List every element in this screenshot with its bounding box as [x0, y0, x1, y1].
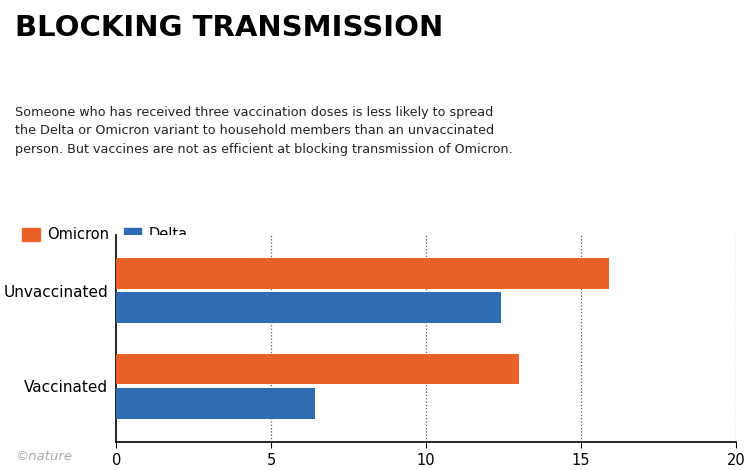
Bar [116, 354, 519, 384]
Text: Someone who has received three vaccination doses is less likely to spread
the De: Someone who has received three vaccinati… [15, 106, 513, 156]
Bar [116, 258, 609, 289]
Legend: Omicron, Delta: Omicron, Delta [23, 227, 188, 242]
Bar [116, 292, 501, 323]
Text: ©nature: ©nature [15, 450, 72, 463]
Bar [116, 388, 315, 419]
Text: BLOCKING TRANSMISSION: BLOCKING TRANSMISSION [15, 14, 443, 42]
